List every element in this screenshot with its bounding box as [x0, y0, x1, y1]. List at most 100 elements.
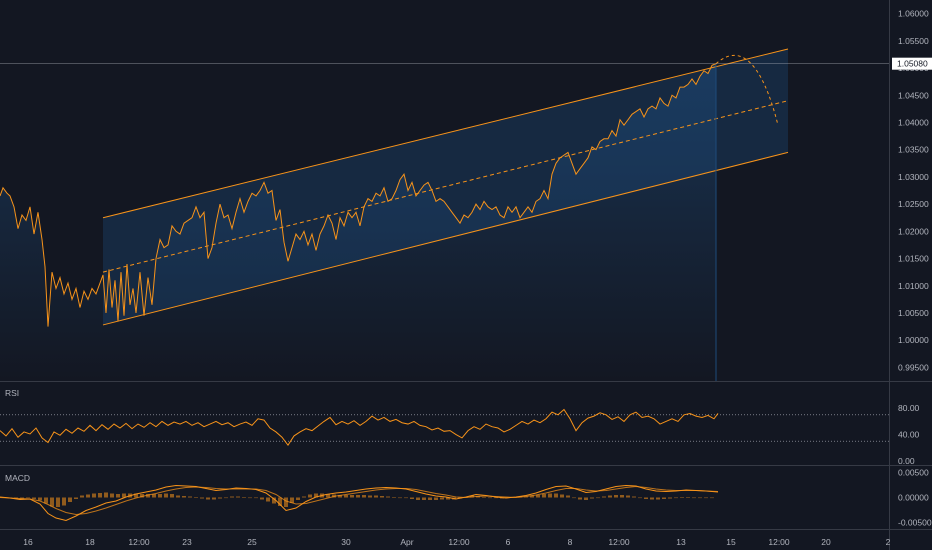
macd-histogram-bar	[422, 497, 426, 500]
macd-histogram-bar	[392, 497, 396, 498]
time-tick-label: 12:00	[768, 537, 790, 547]
projection-arc[interactable]	[715, 54, 779, 126]
macd-histogram-bar	[386, 496, 390, 498]
macd-histogram-bar	[578, 497, 582, 500]
macd-histogram-bar	[656, 497, 660, 500]
macd-histogram-bar	[416, 497, 420, 500]
macd-histogram-bar	[302, 496, 306, 498]
macd-histogram-bar	[152, 494, 156, 498]
macd-axis[interactable]: 0.00500 0.00000 -0.00500	[898, 468, 932, 528]
macd-histogram-bar	[704, 497, 708, 499]
macd-tick-label: -0.00500	[898, 518, 932, 528]
macd-histogram-bar	[314, 493, 318, 498]
macd-pane[interactable]	[0, 484, 719, 522]
macd-histogram-bar	[440, 497, 444, 500]
macd-histogram-bar	[278, 497, 282, 506]
macd-histogram-bar	[242, 497, 246, 498]
time-tick-label: 16	[23, 537, 33, 547]
macd-histogram-bar	[710, 497, 714, 499]
macd-histogram-bar	[32, 497, 36, 499]
macd-histogram-bar	[158, 494, 162, 498]
macd-histogram-bar	[548, 493, 552, 498]
macd-histogram-bar	[212, 497, 216, 500]
time-tick-label: 15	[726, 537, 736, 547]
macd-histogram-bar	[230, 496, 234, 498]
rsi-axis[interactable]: 80.00 40.00 0.00	[898, 403, 920, 466]
macd-histogram-bar	[572, 497, 576, 499]
macd-histogram-bar	[428, 497, 432, 500]
macd-histogram-bar	[560, 494, 564, 498]
macd-histogram-bar	[488, 497, 492, 499]
macd-histogram-bar	[104, 492, 108, 498]
macd-histogram-bar	[680, 497, 684, 498]
channel-middle-line[interactable]	[102, 100, 789, 273]
macd-histogram-bar	[20, 497, 24, 499]
macd-histogram-bar	[608, 495, 612, 498]
macd-histogram-bar	[674, 497, 678, 499]
macd-histogram-bar	[686, 497, 690, 498]
price-tick-label: 1.05500	[898, 36, 929, 46]
price-tick-label: 1.02500	[898, 199, 929, 209]
time-tick-label: 13	[676, 537, 686, 547]
rsi-tick-label: 0.00	[898, 456, 915, 466]
macd-histogram-bar	[308, 494, 312, 498]
macd-histogram-bar	[266, 497, 270, 502]
macd-histogram-bar	[446, 497, 450, 500]
macd-histogram-bar	[620, 495, 624, 498]
macd-line[interactable]	[0, 484, 719, 522]
macd-histogram-bar	[536, 495, 540, 498]
macd-histogram-bar	[260, 497, 264, 500]
macd-histogram-bar	[254, 497, 258, 499]
macd-histogram-bar	[566, 495, 570, 498]
macd-label: MACD	[5, 473, 30, 483]
time-tick-label: 12:00	[448, 537, 470, 547]
macd-histogram-bar	[122, 493, 126, 498]
macd-tick-label: 0.00500	[898, 468, 929, 478]
macd-histogram-bar	[638, 497, 642, 499]
macd-histogram-bar	[44, 497, 48, 504]
time-tick-label: 12:00	[128, 537, 150, 547]
macd-histogram-bar	[194, 497, 198, 498]
macd-histogram-bar	[188, 496, 192, 498]
macd-histogram-bar	[182, 496, 186, 498]
time-tick-label: 23	[182, 537, 192, 547]
price-tick-label: 1.06000	[898, 9, 929, 19]
macd-histogram-bar	[170, 494, 174, 498]
macd-histogram-bar	[662, 497, 666, 499]
channel-lower-line[interactable]	[102, 151, 789, 326]
time-axis[interactable]: 16 18 12:00 23 25 30 Apr 12:00 6 8 12:00 13 15 12:00 2…	[23, 537, 890, 547]
price-series-line[interactable]	[0, 63, 717, 327]
macd-histogram-bar	[356, 495, 360, 498]
macd-histogram-bar	[602, 496, 606, 498]
time-tick-label: Apr	[400, 537, 413, 547]
macd-histogram-bar	[350, 495, 354, 498]
rsi-line[interactable]	[0, 408, 719, 447]
macd-histogram-bar	[380, 496, 384, 498]
macd-histogram-bar	[482, 497, 486, 498]
macd-histogram-bar	[200, 497, 204, 499]
macd-histogram-bar	[614, 495, 618, 498]
price-tick-label: 1.00000	[898, 335, 929, 345]
macd-histogram-bar	[56, 497, 60, 507]
macd-histogram-bar	[410, 497, 414, 499]
macd-histogram-bar	[134, 493, 138, 498]
macd-histogram-bar	[38, 497, 42, 501]
time-tick-label: 2	[886, 537, 891, 547]
channel-upper-line[interactable]	[102, 48, 789, 219]
price-pane[interactable]	[0, 48, 889, 381]
macd-histogram-bar	[164, 493, 168, 498]
macd-histogram-bar	[344, 495, 348, 498]
regression-channel-fill	[103, 48, 788, 325]
macd-histogram-bar	[596, 497, 600, 499]
time-tick-label: 8	[568, 537, 573, 547]
price-tick-label: 1.04500	[898, 90, 929, 100]
time-tick-label: 6	[506, 537, 511, 547]
macd-histogram-bar	[98, 493, 102, 498]
rsi-pane[interactable]	[0, 408, 889, 447]
macd-histogram-bar	[494, 497, 498, 499]
time-tick-label: 12:00	[608, 537, 630, 547]
macd-histogram-bar	[542, 494, 546, 498]
macd-histogram-bar	[368, 495, 372, 498]
price-tick-label: 1.03500	[898, 145, 929, 155]
